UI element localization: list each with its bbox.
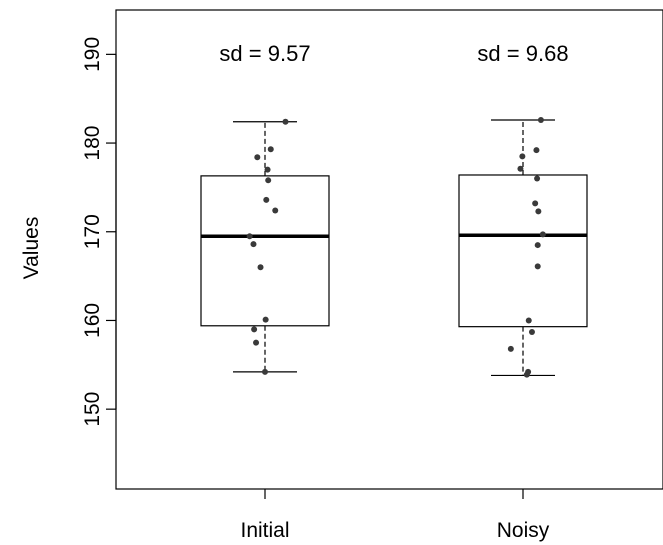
data-point — [250, 241, 257, 248]
data-point — [257, 264, 264, 271]
data-point — [534, 175, 541, 182]
data-point — [262, 368, 268, 375]
x-tick-label: Initial — [240, 519, 289, 542]
data-point — [264, 166, 271, 173]
data-point — [532, 200, 539, 207]
data-point — [523, 371, 530, 378]
iqr-box — [200, 175, 330, 327]
data-point — [267, 146, 274, 153]
annotations: sd = 9.57 sd = 9.68 — [219, 41, 568, 66]
y-axis: 150 160 170 180 190 — [81, 37, 117, 427]
data-point — [246, 233, 253, 240]
x-tick-label: Noisy — [497, 519, 550, 542]
sd-annotation: sd = 9.57 — [219, 41, 310, 66]
box-group — [458, 116, 588, 378]
y-axis-label: Values — [20, 217, 43, 280]
data-point — [535, 208, 542, 215]
data-point — [253, 339, 260, 346]
sd-annotation: sd = 9.68 — [477, 41, 568, 66]
data-point — [534, 263, 541, 270]
data-point — [537, 116, 544, 123]
y-tick-label: 190 — [81, 37, 104, 72]
boxes — [200, 116, 588, 378]
data-point — [539, 231, 546, 238]
plot-frame — [115, 9, 663, 490]
y-tick-label: 170 — [81, 214, 104, 249]
data-point — [519, 153, 526, 160]
data-point — [251, 326, 258, 333]
y-tick-label: 180 — [81, 126, 104, 161]
data-point — [517, 165, 524, 172]
y-tick-label: 160 — [81, 303, 104, 338]
data-point — [262, 316, 269, 323]
data-point — [528, 328, 535, 335]
data-point — [272, 207, 279, 214]
data-point — [263, 196, 270, 203]
data-point — [507, 345, 514, 352]
data-point — [525, 317, 532, 324]
data-point — [533, 147, 540, 154]
y-tick-label: 150 — [81, 392, 104, 427]
box-group — [200, 118, 330, 375]
x-axis: Initial Noisy — [240, 489, 550, 542]
data-point — [282, 118, 289, 125]
data-point — [254, 154, 261, 161]
data-point — [534, 242, 541, 249]
data-point — [265, 177, 272, 184]
iqr-box — [458, 174, 588, 328]
